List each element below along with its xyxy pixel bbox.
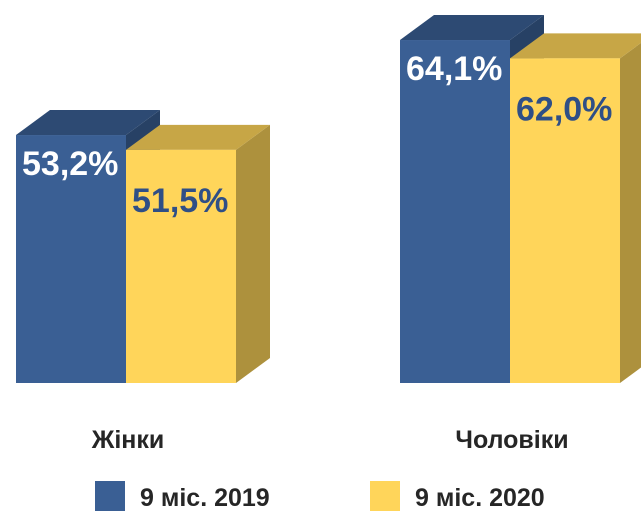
bar-top — [126, 124, 270, 150]
bar-top — [510, 33, 641, 59]
data-label: 53,2% — [22, 145, 118, 183]
legend-label: 9 міс. 2019 — [140, 484, 270, 511]
bar — [510, 58, 620, 383]
legend-swatch — [95, 481, 125, 511]
legend-swatch — [370, 481, 400, 511]
category-label: Чоловіки — [455, 426, 568, 454]
bar-side — [620, 42, 641, 383]
data-label: 51,5% — [132, 182, 228, 220]
bar-top — [400, 15, 544, 41]
bar — [16, 135, 126, 383]
data-label: 64,1% — [406, 50, 502, 88]
data-label: 62,0% — [516, 90, 612, 128]
legend-label: 9 міс. 2020 — [415, 484, 545, 511]
bar — [400, 40, 510, 384]
category-label: Жінки — [91, 426, 165, 454]
bar — [126, 149, 236, 383]
bar-side — [236, 124, 270, 384]
bar-top — [16, 110, 160, 136]
